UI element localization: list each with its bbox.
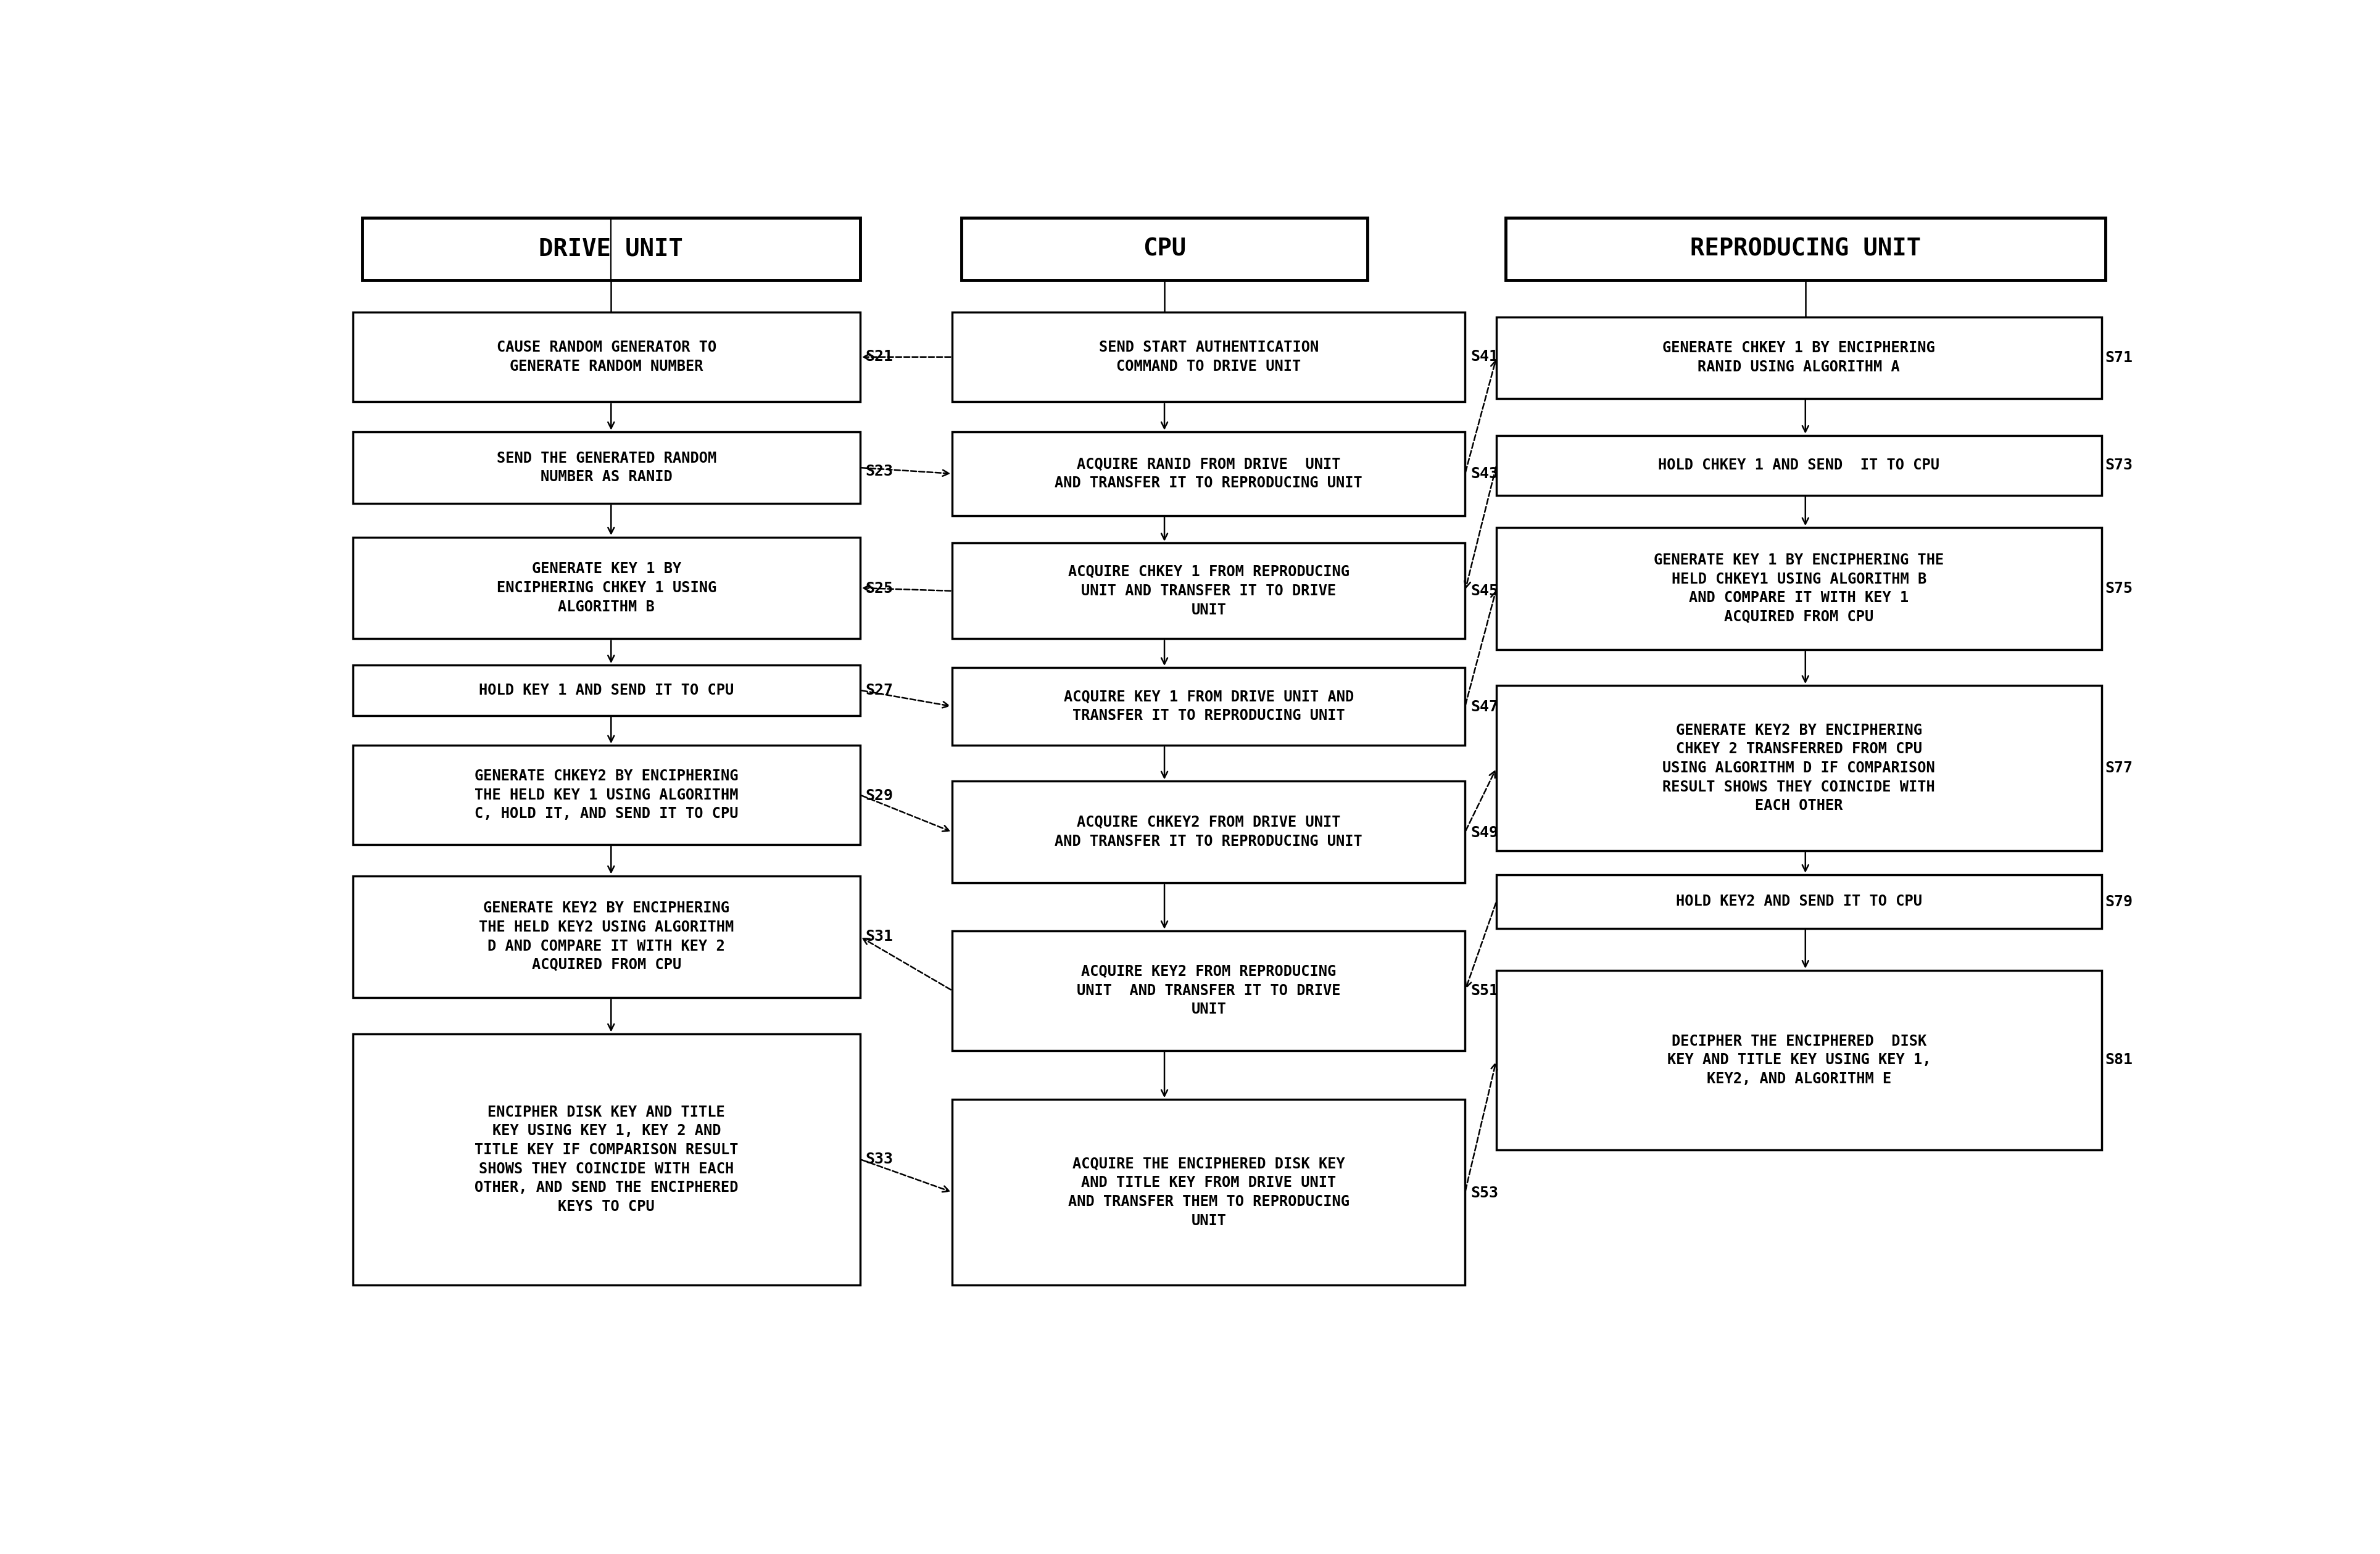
Text: S43: S43 — [1471, 466, 1499, 482]
Text: GENERATE KEY2 BY ENCIPHERING
THE HELD KEY2 USING ALGORITHM
D AND COMPARE IT WITH: GENERATE KEY2 BY ENCIPHERING THE HELD KE… — [478, 901, 733, 973]
Text: REPRODUCING UNIT: REPRODUCING UNIT — [1690, 236, 1921, 261]
Bar — [952, 782, 1466, 883]
Text: ACQUIRE CHKEY 1 FROM REPRODUCING
UNIT AND TRANSFER IT TO DRIVE
UNIT: ACQUIRE CHKEY 1 FROM REPRODUCING UNIT AN… — [1069, 564, 1349, 617]
Text: ENCIPHER DISK KEY AND TITLE
KEY USING KEY 1, KEY 2 AND
TITLE KEY IF COMPARISON R: ENCIPHER DISK KEY AND TITLE KEY USING KE… — [474, 1105, 738, 1214]
Bar — [352, 1033, 859, 1285]
Bar — [952, 1100, 1466, 1285]
Text: S31: S31 — [866, 929, 892, 945]
Text: GENERATE CHKEY 1 BY ENCIPHERING
RANID USING ALGORITHM A: GENERATE CHKEY 1 BY ENCIPHERING RANID US… — [1664, 340, 1935, 375]
Text: S73: S73 — [2104, 458, 2132, 472]
Bar — [962, 218, 1366, 280]
Bar — [352, 538, 859, 639]
Text: S53: S53 — [1471, 1186, 1499, 1200]
Text: GENERATE KEY2 BY ENCIPHERING
CHKEY 2 TRANSFERRED FROM CPU
USING ALGORITHM D IF C: GENERATE KEY2 BY ENCIPHERING CHKEY 2 TRA… — [1664, 723, 1935, 813]
Bar — [952, 312, 1466, 402]
Text: S41: S41 — [1471, 350, 1499, 364]
Text: S45: S45 — [1471, 583, 1499, 598]
Bar — [1497, 527, 2102, 650]
Text: S79: S79 — [2104, 895, 2132, 909]
Text: GENERATE KEY 1 BY ENCIPHERING THE
HELD CHKEY1 USING ALGORITHM B
AND COMPARE IT W: GENERATE KEY 1 BY ENCIPHERING THE HELD C… — [1654, 553, 1944, 625]
Text: S25: S25 — [866, 581, 892, 595]
Bar — [1497, 970, 2102, 1150]
Text: S49: S49 — [1471, 825, 1499, 841]
Text: ACQUIRE THE ENCIPHERED DISK KEY
AND TITLE KEY FROM DRIVE UNIT
AND TRANSFER THEM : ACQUIRE THE ENCIPHERED DISK KEY AND TITL… — [1069, 1156, 1349, 1228]
Bar — [352, 876, 859, 998]
Text: S71: S71 — [2104, 350, 2132, 365]
Bar — [952, 668, 1466, 746]
Text: S47: S47 — [1471, 699, 1499, 715]
Text: CAUSE RANDOM GENERATOR TO
GENERATE RANDOM NUMBER: CAUSE RANDOM GENERATOR TO GENERATE RANDO… — [497, 340, 716, 375]
Text: GENERATE CHKEY2 BY ENCIPHERING
THE HELD KEY 1 USING ALGORITHM
C, HOLD IT, AND SE: GENERATE CHKEY2 BY ENCIPHERING THE HELD … — [474, 769, 738, 821]
Bar — [1497, 875, 2102, 928]
Text: CPU: CPU — [1142, 236, 1185, 261]
Text: S27: S27 — [866, 682, 892, 698]
Text: S23: S23 — [866, 463, 892, 479]
Text: ACQUIRE RANID FROM DRIVE  UNIT
AND TRANSFER IT TO REPRODUCING UNIT: ACQUIRE RANID FROM DRIVE UNIT AND TRANSF… — [1054, 457, 1364, 491]
Text: ACQUIRE KEY2 FROM REPRODUCING
UNIT  AND TRANSFER IT TO DRIVE
UNIT: ACQUIRE KEY2 FROM REPRODUCING UNIT AND T… — [1076, 965, 1340, 1016]
Text: S81: S81 — [2104, 1052, 2132, 1068]
Bar — [1497, 685, 2102, 850]
Text: S51: S51 — [1471, 984, 1499, 998]
Text: S29: S29 — [866, 788, 892, 803]
Bar — [352, 746, 859, 845]
Text: S75: S75 — [2104, 581, 2132, 595]
Text: HOLD KEY2 AND SEND IT TO CPU: HOLD KEY2 AND SEND IT TO CPU — [1676, 894, 1923, 909]
Text: S21: S21 — [866, 350, 892, 364]
Text: HOLD KEY 1 AND SEND IT TO CPU: HOLD KEY 1 AND SEND IT TO CPU — [478, 682, 733, 698]
Text: DRIVE UNIT: DRIVE UNIT — [538, 236, 683, 261]
Bar — [362, 218, 859, 280]
Text: ACQUIRE KEY 1 FROM DRIVE UNIT AND
TRANSFER IT TO REPRODUCING UNIT: ACQUIRE KEY 1 FROM DRIVE UNIT AND TRANSF… — [1064, 690, 1354, 723]
Bar — [1497, 435, 2102, 496]
Text: DECIPHER THE ENCIPHERED  DISK
KEY AND TITLE KEY USING KEY 1,
KEY2, AND ALGORITHM: DECIPHER THE ENCIPHERED DISK KEY AND TIT… — [1666, 1033, 1930, 1086]
Bar — [1507, 218, 2104, 280]
Text: S77: S77 — [2104, 760, 2132, 775]
Text: HOLD CHKEY 1 AND SEND  IT TO CPU: HOLD CHKEY 1 AND SEND IT TO CPU — [1659, 458, 1940, 472]
Bar — [952, 542, 1466, 639]
Text: SEND THE GENERATED RANDOM
NUMBER AS RANID: SEND THE GENERATED RANDOM NUMBER AS RANI… — [497, 451, 716, 485]
Text: GENERATE KEY 1 BY
ENCIPHERING CHKEY 1 USING
ALGORITHM B: GENERATE KEY 1 BY ENCIPHERING CHKEY 1 US… — [497, 561, 716, 614]
Text: SEND START AUTHENTICATION
COMMAND TO DRIVE UNIT: SEND START AUTHENTICATION COMMAND TO DRI… — [1100, 340, 1319, 375]
Text: S33: S33 — [866, 1152, 892, 1167]
Text: ACQUIRE CHKEY2 FROM DRIVE UNIT
AND TRANSFER IT TO REPRODUCING UNIT: ACQUIRE CHKEY2 FROM DRIVE UNIT AND TRANS… — [1054, 816, 1364, 848]
Bar — [352, 665, 859, 715]
Bar — [352, 432, 859, 503]
Bar — [952, 931, 1466, 1051]
Bar — [952, 432, 1466, 516]
Bar — [1497, 317, 2102, 398]
Bar — [352, 312, 859, 402]
